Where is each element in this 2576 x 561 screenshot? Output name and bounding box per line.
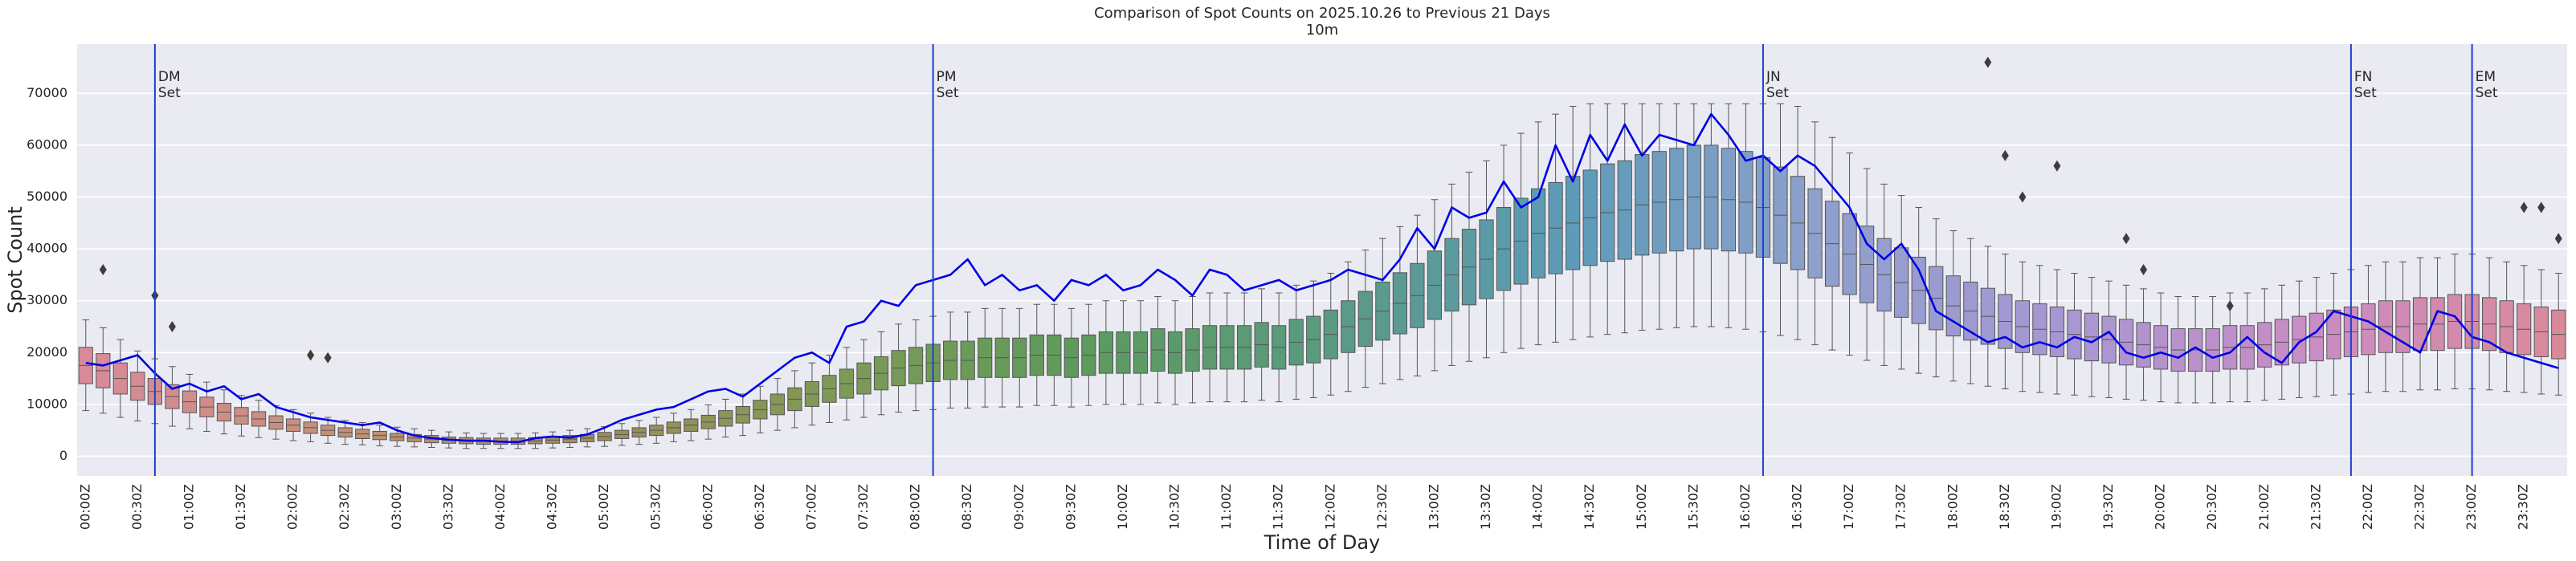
plot-background [77,44,2567,476]
outlier [2140,263,2148,275]
y-tick-label: 0 [59,448,67,463]
x-tick-label: 20:00Z [2153,484,2168,530]
annotation-label: PM Set [937,69,959,101]
x-tick-label: 03:00Z [389,484,404,530]
chart-subtitle: 10m [1306,22,1338,39]
outlier [324,352,332,364]
outlier [1984,56,1992,68]
outlier [2226,300,2234,312]
x-tick-label: 04:30Z [545,484,560,530]
x-tick-label: 01:00Z [181,484,196,530]
outlier [2001,149,2009,161]
outlier [307,349,315,361]
x-tick-label: 03:30Z [440,484,455,530]
y-tick-label: 30000 [27,292,67,307]
outlier [2053,160,2061,172]
annotation-line-text: Set [158,85,181,101]
annotation-line-text: Set [937,85,959,101]
y-tick-label: 20000 [27,344,67,360]
x-tick-label: 05:30Z [648,484,663,530]
x-tick-label: 11:00Z [1219,484,1234,530]
x-tick-label: 11:30Z [1271,484,1286,530]
y-tick-label: 50000 [27,189,67,204]
x-tick-label: 07:00Z [803,484,819,530]
y-axis-label: Spot Count [4,206,27,313]
chart-title: Comparison of Spot Counts on 2025.10.26 … [1094,5,1550,22]
x-tick-label: 21:30Z [2308,484,2323,530]
y-tick-label: 70000 [27,85,67,100]
x-tick-label: 13:00Z [1426,484,1441,530]
annotation-line-text: DM [158,69,181,85]
outlier [2019,191,2027,203]
x-tick-label: 13:30Z [1478,484,1493,530]
annotation-line-text: EM [2476,69,2496,85]
annotation-line-text: PM [937,69,957,85]
x-tick-label: 16:00Z [1737,484,1753,530]
annotation-label: DM Set [158,69,181,101]
x-tick-label: 22:30Z [2412,484,2427,530]
x-tick-label: 01:30Z [233,484,248,530]
x-tick-label: 06:30Z [752,484,767,530]
annotation-label: FN Set [2354,69,2377,101]
outlier [168,320,176,332]
x-tick-label: 20:30Z [2204,484,2219,530]
annotation-label: JN Set [1766,69,1789,101]
x-tick-label: 00:00Z [77,484,92,530]
x-axis-label: Time of Day [1264,531,1381,554]
x-tick-label: 18:00Z [1945,484,1960,530]
x-tick-label: 19:00Z [2048,484,2064,530]
y-tick-label: 10000 [27,396,67,411]
outlier [2122,233,2130,245]
x-tick-label: 08:30Z [959,484,974,530]
annotation-line-text: Set [2354,85,2377,101]
x-tick-label: 00:30Z [129,484,145,530]
x-tick-label: 04:00Z [492,484,508,530]
y-tick-label: 60000 [27,136,67,152]
outlier [99,263,107,275]
annotation-line-text: Set [2476,85,2498,101]
x-tick-label: 12:00Z [1322,484,1337,530]
x-tick-label: 05:00Z [596,484,611,530]
x-tick-label: 17:30Z [1893,484,1909,530]
x-tick-label: 15:30Z [1685,484,1700,530]
y-tick-label: 40000 [27,241,67,256]
annotation-line-text: JN [1766,69,1781,85]
x-tick-label: 09:30Z [1063,484,1078,530]
x-tick-label: 17:00Z [1841,484,1856,530]
x-tick-label: 02:30Z [337,484,352,530]
x-tick-label: 23:00Z [2464,484,2479,530]
x-tick-label: 10:30Z [1167,484,1182,530]
x-tick-label: 15:00Z [1634,484,1649,530]
outlier [2554,233,2562,245]
annotation-label: EM Set [2476,69,2498,101]
boxes [78,56,2566,449]
annotation-line-text: FN [2354,69,2373,85]
x-tick-label: 10:00Z [1115,484,1130,530]
x-tick-label: 22:00Z [2360,484,2375,530]
x-tick-label: 14:00Z [1530,484,1545,530]
x-tick-label: 08:00Z [908,484,923,530]
x-tick-label: 07:30Z [855,484,871,530]
x-tick-label: 06:00Z [700,484,715,530]
outlier [2520,201,2528,213]
x-tick-label: 21:00Z [2256,484,2272,530]
today-line [85,112,2559,444]
x-tick-label: 18:30Z [1997,484,2012,530]
outlier [2537,201,2545,213]
x-tick-label: 09:00Z [1011,484,1027,530]
x-tick-label: 19:30Z [2100,484,2116,530]
x-tick-label: 23:30Z [2516,484,2531,530]
x-tick-label: 12:30Z [1374,484,1390,530]
x-tick-label: 02:00Z [285,484,300,530]
x-tick-label: 14:30Z [1582,484,1597,530]
annotation-line-text: Set [1766,85,1789,101]
x-tick-label: 16:30Z [1790,484,1805,530]
